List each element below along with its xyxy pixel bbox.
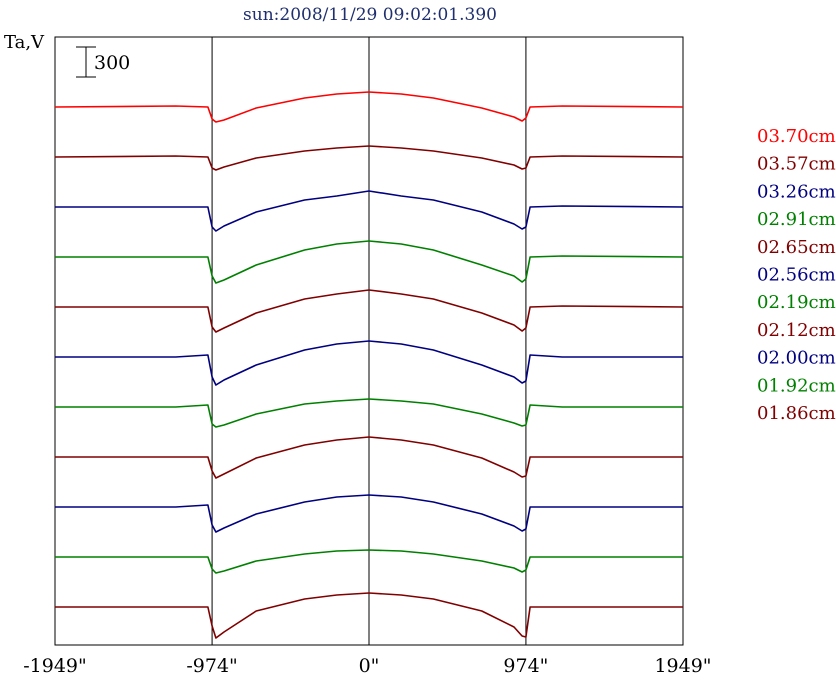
scale-bar-label: 300 [94,52,130,74]
legend-entry-0: 03.70cm [757,126,836,147]
series-line-4 [55,289,684,333]
legend: 03.70cm 03.57cm 03.26cm 02.91cm 02.65cm 02.56… [757,126,836,424]
series-line-10 [55,592,683,639]
series-line-6 [55,398,683,428]
x-tick-label-2: 0" [359,655,380,677]
chart-title: sun:2008/11/29 09:02:01.390 [243,5,497,25]
scale-bar: 300 [76,46,130,78]
legend-entry-5: 02.56cm [757,265,836,286]
x-tick-labels: -1949" -974" 0" 974" 1949" [23,655,711,677]
x-tick-label-0: -1949" [23,655,87,677]
series-layer [54,91,684,639]
series-line-9 [55,549,683,574]
series-line-3 [55,240,684,284]
x-tick-label-1: -974" [186,655,237,677]
legend-entry-4: 02.65cm [757,237,836,258]
y-axis-label: Ta,V [4,32,45,53]
x-tick-label-3: 974" [503,655,548,677]
legend-entry-9: 01.92cm [757,375,836,396]
legend-entry-8: 02.00cm [757,348,836,369]
x-tick-label-4: 1949" [654,655,711,677]
legend-entry-3: 02.91cm [757,209,836,230]
legend-entry-6: 02.19cm [757,292,836,313]
legend-entry-2: 03.26cm [757,181,836,202]
legend-entry-1: 03.57cm [757,154,836,175]
series-line-7 [55,436,683,479]
legend-entry-7: 02.12cm [757,320,836,341]
series-line-2 [55,190,684,232]
legend-entry-10: 01.86cm [757,403,836,424]
series-line-1 [54,145,684,171]
series-line-8 [55,494,683,533]
series-line-5 [55,340,683,386]
series-line-0 [54,91,684,123]
